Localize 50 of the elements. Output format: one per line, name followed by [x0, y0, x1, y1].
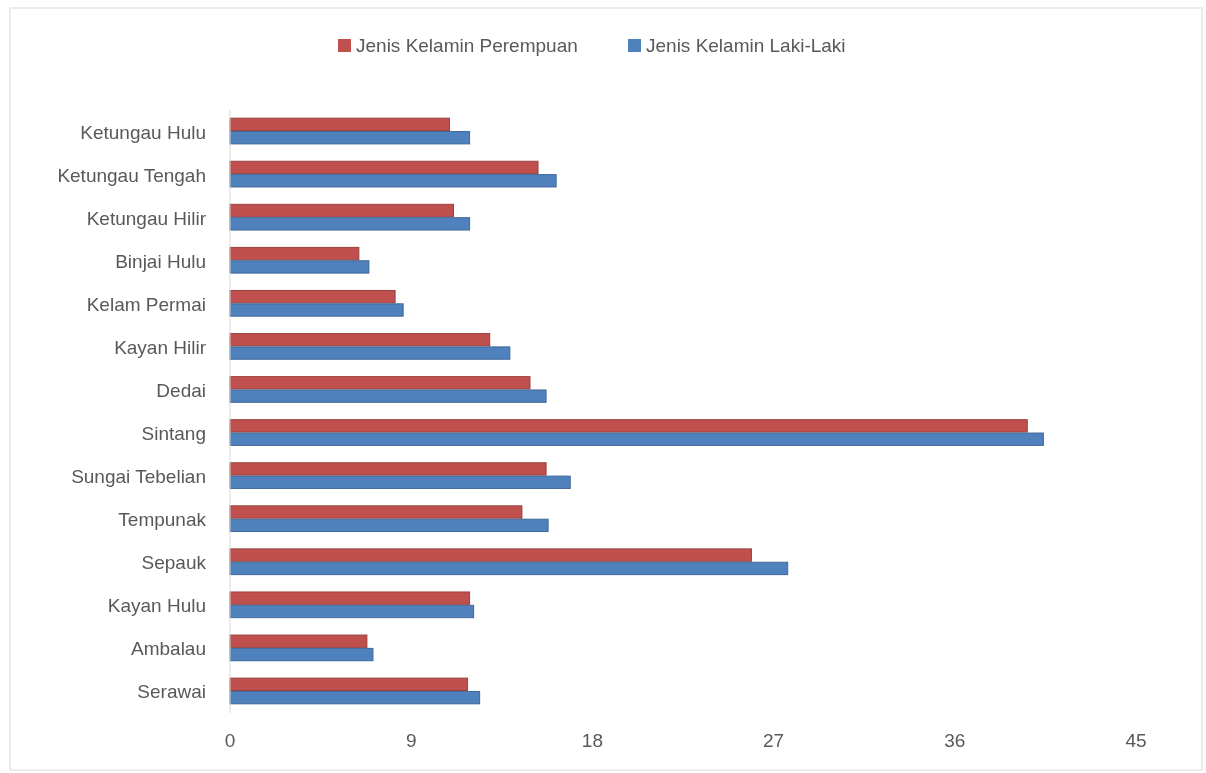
- bar: [229, 289, 396, 304]
- x-tick-label: 0: [224, 730, 236, 751]
- bar: [229, 203, 454, 218]
- bar: [229, 432, 1044, 446]
- bar: [229, 604, 475, 619]
- bar: [229, 475, 571, 489]
- legend-label: Jenis Kelamin Laki-Laki: [646, 35, 846, 56]
- bar: [229, 591, 471, 605]
- bar: [229, 174, 557, 188]
- bar: [229, 647, 374, 662]
- x-tick-label: 36: [944, 730, 966, 751]
- bar: [229, 246, 360, 261]
- bar: [229, 303, 404, 317]
- x-tick-label: 45: [1125, 730, 1147, 751]
- bar: [229, 548, 752, 562]
- legend-label: Jenis Kelamin Perempuan: [356, 35, 578, 56]
- bar: [229, 677, 469, 691]
- y-tick-label: Kelam Permai: [86, 293, 206, 315]
- y-tick-label: Ketungau Hulu: [80, 121, 206, 143]
- y-tick-label: Ketungau Hilir: [86, 207, 207, 229]
- bar: [229, 561, 789, 576]
- bar: [229, 333, 491, 347]
- bar: [229, 217, 471, 231]
- y-tick-label: Kayan Hilir: [114, 336, 207, 358]
- bar: [229, 376, 531, 390]
- x-tick-label: 9: [405, 730, 417, 751]
- y-tick-label: Dedai: [156, 379, 206, 401]
- bar: [229, 117, 450, 132]
- y-tick-label: Binjai Hulu: [115, 250, 206, 272]
- bar: [229, 505, 523, 519]
- bar: [229, 419, 1028, 433]
- y-tick-label: Kayan Hulu: [107, 595, 206, 617]
- y-tick-label: Ketungau Tengah: [57, 164, 206, 186]
- bar: [229, 518, 549, 533]
- bar: [229, 462, 547, 476]
- x-tick-label: 18: [581, 730, 603, 751]
- x-tick-label: 27: [763, 730, 785, 751]
- bar: [229, 690, 481, 705]
- bar: [229, 260, 370, 274]
- y-tick-label: Sungai Tebelian: [71, 466, 206, 488]
- bar: [229, 634, 368, 648]
- y-tick-label: Sepauk: [141, 552, 207, 574]
- bar: [229, 389, 547, 403]
- bar: [229, 131, 471, 145]
- y-tick-label: Tempunak: [118, 509, 207, 531]
- y-tick-label: Ambalau: [131, 638, 206, 660]
- y-tick-label: Sintang: [141, 423, 206, 445]
- bar: [229, 160, 539, 175]
- y-tick-label: Serawai: [137, 681, 206, 703]
- bar: [229, 346, 511, 360]
